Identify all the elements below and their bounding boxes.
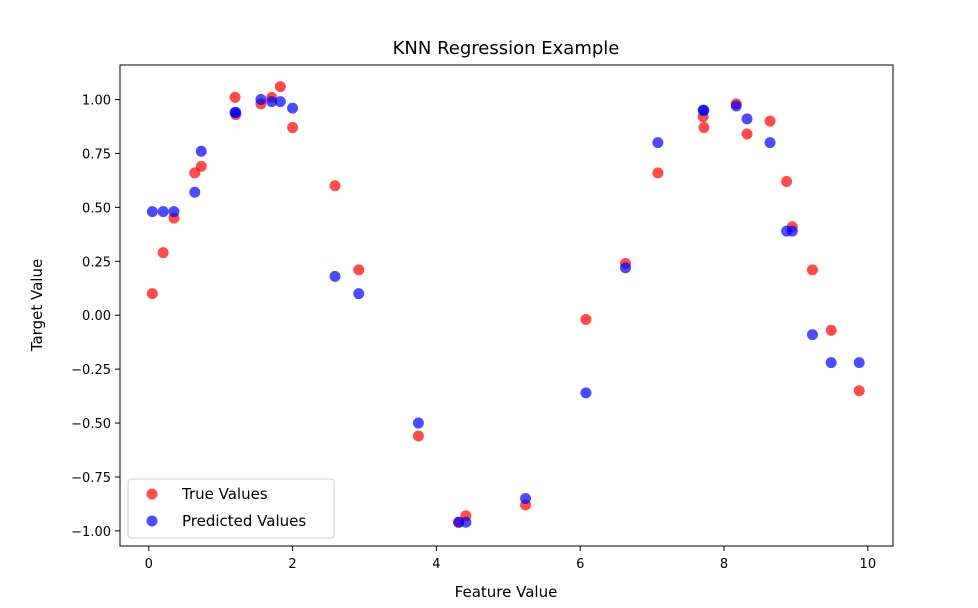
true-value-point-1: [157, 247, 169, 259]
legend-label-true-values: True Values: [181, 485, 268, 503]
y-tick-label: 0.75: [82, 147, 111, 162]
true-value-point-10: [287, 122, 299, 134]
y-tick-label: −0.25: [71, 363, 111, 378]
predicted-value-point-19: [652, 137, 664, 149]
legend: True Values Predicted Values: [127, 478, 335, 539]
true-value-point-17: [580, 314, 592, 326]
predicted-value-point-0: [146, 206, 158, 218]
x-tick-label: 2: [288, 557, 296, 572]
predicted-value-point-7: [255, 94, 267, 106]
y-tick-label: −0.50: [71, 417, 111, 432]
x-axis-ticks: 0 2 4 6 8 10: [145, 546, 876, 572]
true-value-point-28: [825, 324, 837, 336]
x-axis-label: Feature Value: [455, 583, 558, 601]
true-value-point-13: [412, 430, 424, 442]
predicted-value-point-16: [520, 493, 532, 505]
predicted-value-point-13: [412, 417, 424, 429]
plot-frame: [119, 64, 894, 547]
predicted-value-point-9: [274, 96, 286, 108]
true-value-point-5: [229, 91, 241, 103]
legend-marker-predicted-values: [146, 515, 158, 527]
predicted-value-point-24: [764, 137, 776, 149]
true-value-point-12: [353, 264, 365, 276]
predicted-value-point-12: [353, 288, 365, 300]
predicted-value-point-1: [157, 206, 169, 218]
predicted-value-point-28: [825, 357, 837, 369]
y-tick-label: 0.50: [82, 201, 111, 216]
y-tick-label: −1.00: [71, 525, 111, 540]
predicted-value-point-2: [168, 206, 180, 218]
true-value-point-27: [806, 264, 818, 276]
x-tick-label: 0: [145, 557, 153, 572]
data-points: [146, 81, 865, 528]
legend-box: [127, 478, 335, 539]
x-tick-label: 10: [860, 557, 877, 572]
true-value-point-21: [698, 122, 710, 134]
predicted-value-point-11: [329, 270, 341, 282]
y-tick-label: 0.00: [82, 309, 111, 324]
true-value-point-11: [329, 180, 341, 192]
predicted-value-point-8: [266, 96, 278, 108]
predicted-value-point-15: [460, 516, 472, 528]
predicted-value-point-23: [741, 113, 753, 125]
predicted-value-point-17: [580, 387, 592, 399]
x-tick-label: 4: [432, 557, 440, 572]
predicted-value-point-3: [189, 186, 201, 198]
true-value-point-19: [652, 167, 664, 179]
true-value-point-0: [146, 288, 158, 300]
true-value-point-23: [741, 128, 753, 140]
predicted-value-point-26: [786, 225, 798, 237]
true-value-point-29: [853, 385, 865, 397]
true-value-point-4: [195, 160, 207, 172]
predicted-value-point-10: [287, 102, 299, 114]
true-value-point-24: [764, 115, 776, 127]
y-axis-ticks: −1.00 −0.75 −0.50 −0.25 0.00 0.25 0.50 0.75 1.00: [71, 94, 120, 540]
true-value-point-25: [781, 175, 793, 187]
predicted-value-point-21: [698, 104, 710, 116]
true-value-point-9: [274, 81, 286, 93]
y-tick-label: −0.75: [71, 471, 111, 486]
predicted-value-point-22: [730, 100, 742, 112]
x-tick-label: 6: [576, 557, 584, 572]
predicted-value-point-29: [853, 357, 865, 369]
x-tick-label: 8: [720, 557, 728, 572]
y-tick-label: 0.25: [82, 255, 111, 270]
predicted-value-point-6: [230, 106, 242, 118]
y-axis-label: Target Value: [28, 259, 46, 352]
predicted-value-point-4: [195, 145, 207, 157]
y-tick-label: 1.00: [82, 94, 111, 109]
legend-label-predicted-values: Predicted Values: [182, 512, 306, 530]
chart-title: KNN Regression Example: [393, 38, 620, 59]
legend-marker-true-values: [146, 488, 158, 500]
predicted-value-point-27: [806, 329, 818, 341]
predicted-value-point-18: [620, 262, 632, 274]
